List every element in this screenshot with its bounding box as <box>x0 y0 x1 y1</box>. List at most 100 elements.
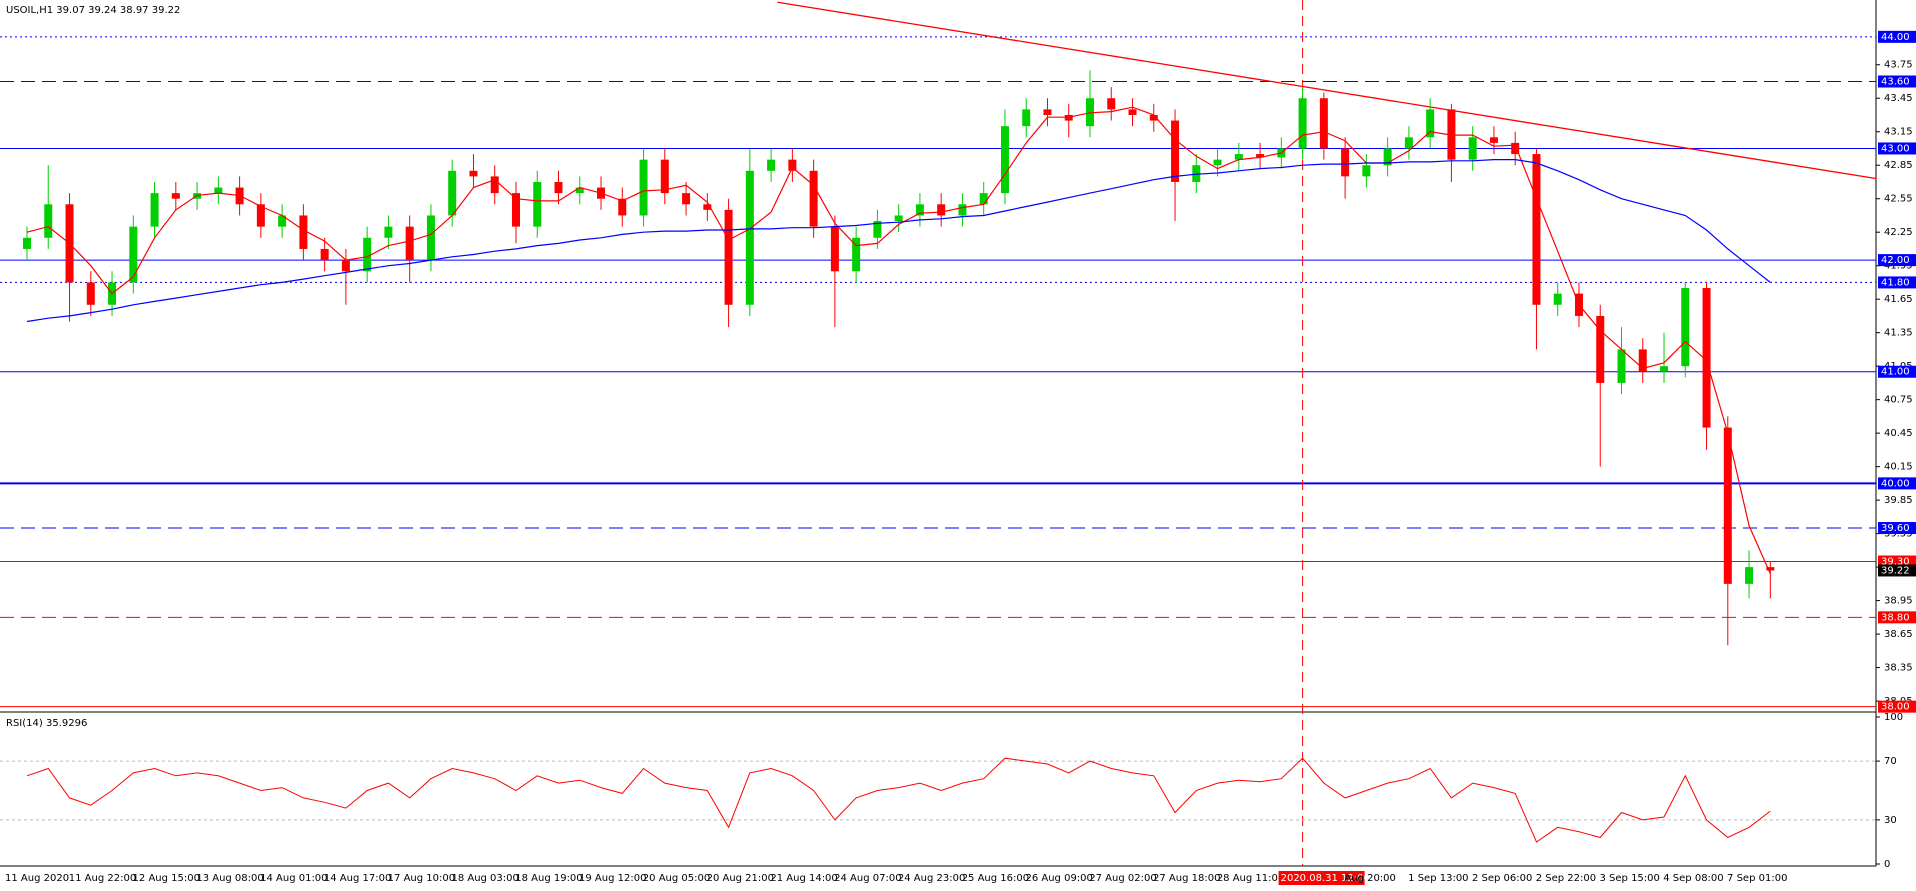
level-label: 40.00 <box>1881 478 1910 489</box>
y-tick-label: 40.45 <box>1884 428 1913 439</box>
candle-body <box>426 215 435 261</box>
x-tick-label: Aug 20:00 <box>1344 873 1396 884</box>
candle-body <box>979 193 988 205</box>
x-tick-label: 18 Aug 03:00 <box>451 873 518 884</box>
level-label: 43.60 <box>1881 76 1910 87</box>
candle-body <box>533 181 542 227</box>
level-label-box <box>1878 254 1916 267</box>
level-label: 38.80 <box>1881 612 1910 623</box>
candle-body <box>767 159 776 171</box>
candle-body <box>639 159 648 216</box>
candle-body <box>1213 159 1222 166</box>
rsi-line <box>26 757 1771 843</box>
candle-body <box>129 226 138 283</box>
candle-body <box>1149 114 1158 121</box>
x-tick-label: 24 Aug 23:00 <box>898 873 965 884</box>
x-tick-label: 11 Aug 2020 <box>5 873 69 884</box>
x-tick-label: 28 Aug 11:00 <box>1217 873 1284 884</box>
level-label-box <box>1878 700 1916 713</box>
x-tick-label: 7 Sep 01:00 <box>1727 873 1787 884</box>
x-tick-label: 24 Aug 07:00 <box>834 873 901 884</box>
candle-body <box>384 226 393 238</box>
x-tick-label: 26 Aug 09:00 <box>1025 873 1092 884</box>
candle-body <box>405 226 414 261</box>
candle-body <box>1660 366 1669 372</box>
level-label: 38.00 <box>1881 702 1910 713</box>
candle-body <box>1617 349 1626 383</box>
candle-body <box>1256 154 1265 158</box>
candle-body <box>1766 567 1775 571</box>
level-label: 39.30 <box>1881 557 1910 568</box>
candle-body <box>1596 315 1605 383</box>
candle-body <box>341 260 350 272</box>
candle-body <box>1362 165 1371 177</box>
candle-body <box>937 204 946 216</box>
x-tick-label: 14 Aug 01:00 <box>260 873 327 884</box>
candle-body <box>852 237 861 272</box>
x-tick-label: 27 Aug 18:00 <box>1153 873 1220 884</box>
candle-body <box>724 209 733 305</box>
candle-body <box>1298 98 1307 149</box>
candle-body <box>320 248 329 261</box>
x-tick-label: 12 Aug 15:00 <box>133 873 200 884</box>
x-tick-label: 19 Aug 12:00 <box>579 873 646 884</box>
rsi-tick-label: 30 <box>1884 815 1897 826</box>
level-label: 41.80 <box>1881 277 1910 288</box>
candle-body <box>214 187 223 194</box>
x-tick-label: 2 Sep 06:00 <box>1472 873 1532 884</box>
y-tick-label: 39.85 <box>1884 495 1913 506</box>
x-tick-label: 11 Aug 22:00 <box>69 873 136 884</box>
level-label: 42.00 <box>1881 255 1910 266</box>
candle-body <box>1043 109 1052 115</box>
y-tick-label: 38.65 <box>1884 629 1913 640</box>
candle-body <box>1723 427 1732 584</box>
rsi-title: RSI(14) 35.9296 <box>6 718 87 729</box>
candle-body <box>894 215 903 222</box>
candle-body <box>171 193 180 199</box>
candle-body <box>1638 349 1647 372</box>
y-tick-label: 41.95 <box>1884 261 1913 272</box>
candle-body <box>618 198 627 216</box>
candle-body <box>1532 154 1541 305</box>
x-tick-label: 4 Sep 08:00 <box>1663 873 1723 884</box>
candle-body <box>830 226 839 272</box>
candle-body <box>1234 154 1243 160</box>
candle-body <box>1426 109 1435 138</box>
y-tick-label: 42.55 <box>1884 194 1913 205</box>
marker-label-box <box>1278 871 1365 885</box>
y-tick-label: 38.35 <box>1884 663 1913 674</box>
y-tick-label: 40.15 <box>1884 462 1913 473</box>
candle-body <box>1000 126 1009 194</box>
candle-body <box>469 170 478 177</box>
level-label-box <box>1878 611 1916 624</box>
candle-body <box>1553 293 1562 305</box>
candle-body <box>660 159 669 194</box>
y-tick-label: 39.55 <box>1884 529 1913 540</box>
level-label: 44.00 <box>1881 32 1910 43</box>
y-tick-label: 41.35 <box>1884 328 1913 339</box>
candle-body <box>1511 142 1520 155</box>
x-tick-label: 20 Aug 05:00 <box>643 873 710 884</box>
last-price-box <box>1878 564 1916 577</box>
candle-body <box>575 187 584 194</box>
y-tick-label: 40.75 <box>1884 395 1913 406</box>
candle-body <box>1681 288 1690 367</box>
candle-body <box>1086 98 1094 127</box>
candle-body <box>448 170 457 216</box>
x-tick-label: 27 Aug 02:00 <box>1089 873 1156 884</box>
trendline <box>777 1 1877 180</box>
level-label-box <box>1878 522 1916 535</box>
candle-body <box>1022 109 1031 127</box>
x-tick-label: 20 Aug 21:00 <box>707 873 774 884</box>
level-label: 41.00 <box>1881 367 1910 378</box>
x-tick-label: 1 Sep 13:00 <box>1408 873 1468 884</box>
rsi-tick-label: 0 <box>1884 859 1890 870</box>
level-label: 43.00 <box>1881 143 1910 154</box>
candle-body <box>703 204 712 210</box>
level-label-box <box>1878 75 1916 88</box>
candle-body <box>44 204 53 238</box>
candle-body <box>1468 137 1477 160</box>
